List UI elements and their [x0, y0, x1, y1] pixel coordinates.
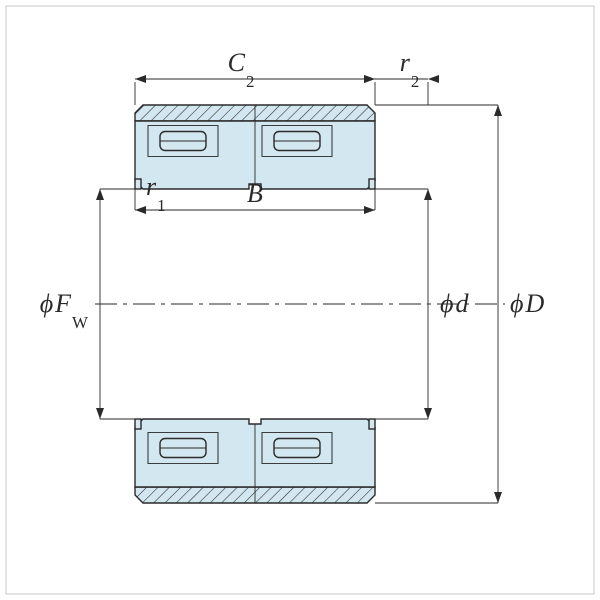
label-C2: C2 — [228, 48, 255, 91]
label-r2: r2 — [400, 48, 420, 91]
label-B: B — [247, 179, 263, 208]
label-D: ϕD — [510, 289, 544, 318]
label-d: ϕd — [440, 289, 469, 318]
label-Fw: ϕFW — [40, 289, 88, 332]
